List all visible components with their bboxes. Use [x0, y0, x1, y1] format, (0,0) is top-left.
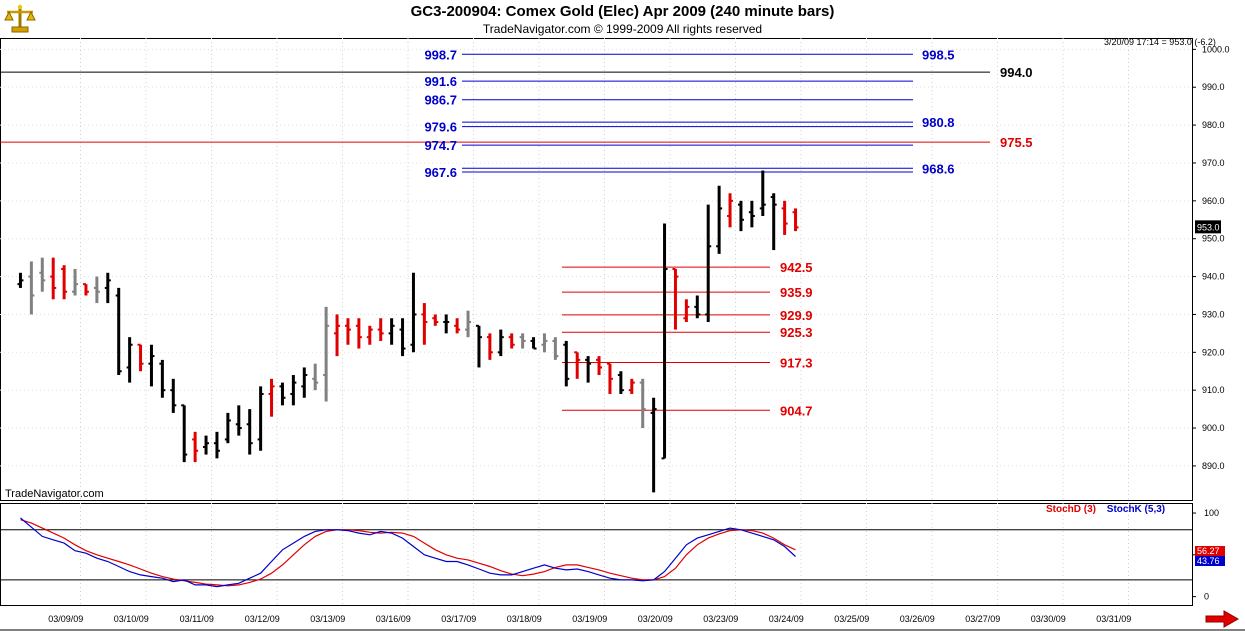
x-tick-label: 03/12/09 [245, 614, 280, 624]
x-tick-label: 03/10/09 [114, 614, 149, 624]
level-label: 975.5 [1000, 135, 1033, 150]
axes: 03/09/09 03/10/09 03/11/09 03/12/09 03/13/09… [48, 44, 1229, 624]
x-tick-label: 03/31/09 [1096, 614, 1131, 624]
red-arrow-right-icon[interactable] [1204, 609, 1240, 629]
x-tick-label: 03/17/09 [441, 614, 476, 624]
level-label: 994.0 [1000, 65, 1033, 80]
y-tick-label: 910.0 [1202, 385, 1225, 395]
x-tick-label: 03/13/09 [310, 614, 345, 624]
scales-logo-icon [4, 4, 36, 33]
level-label: 974.7 [424, 138, 457, 153]
x-tick-label: 03/11/09 [180, 614, 214, 624]
oscillator-legend: StochD (3) StochK (5,3) [1046, 504, 1165, 515]
osc-value-label: 56.27 [1197, 546, 1220, 556]
level-label: 998.5 [922, 47, 955, 62]
last-price-status: 3/20/09 17:14 = 953.0 (-6.2) [1104, 37, 1216, 47]
level-label: 991.6 [424, 74, 457, 89]
y-tick-label: 920.0 [1202, 347, 1225, 357]
x-tick-label: 03/09/09 [48, 614, 83, 624]
last-price-label: 953.0 [1197, 222, 1220, 232]
level-label: 904.7 [780, 403, 813, 418]
level-label: 929.9 [780, 308, 813, 323]
y-tick-label: 960.0 [1202, 196, 1225, 206]
level-label: 935.9 [780, 285, 813, 300]
level-label: 917.3 [780, 356, 813, 371]
level-label: 925.3 [780, 325, 813, 340]
level-label: 968.6 [922, 161, 955, 176]
x-tick-label: 03/25/09 [834, 614, 869, 624]
x-tick-label: 03/30/09 [1031, 614, 1066, 624]
legend-stochk: StochK (5,3) [1106, 504, 1166, 515]
level-label: 986.7 [424, 93, 457, 108]
y-tick-label: 980.0 [1202, 120, 1225, 130]
legend-stochd: StochD (3) [1046, 504, 1096, 515]
y-tick-label: 890.0 [1202, 461, 1225, 471]
osc-value-box [1195, 556, 1225, 566]
y-tick-label: 940.0 [1202, 272, 1225, 282]
level-label: 998.7 [424, 47, 457, 62]
level-label: 980.8 [922, 115, 955, 130]
osc-y-tick-label: 100 [1204, 508, 1219, 518]
chart-copyright: TradeNavigator.com © 1999-2009 All right… [482, 22, 763, 36]
level-label: 967.6 [424, 165, 457, 180]
x-tick-label: 03/18/09 [507, 614, 542, 624]
y-tick-label: 950.0 [1202, 234, 1225, 244]
watermark: TradeNavigator.com [5, 488, 104, 500]
price-frame [0, 38, 1193, 501]
y-tick-label: 970.0 [1202, 158, 1225, 168]
level-label: 942.5 [780, 260, 813, 275]
y-tick-label: 1000.0 [1202, 44, 1230, 54]
price-bars [17, 170, 799, 493]
osc-value-box [1195, 546, 1225, 556]
level-lines: 998.7 998.5 994.0 991.6 986.7 980.8 979.6 975.5… [0, 47, 1033, 418]
y-tick-label: 900.0 [1202, 423, 1225, 433]
stochastic-panel [0, 517, 1192, 588]
level-label: 979.6 [424, 120, 457, 135]
x-tick-label: 03/20/09 [638, 614, 673, 624]
x-tick-label: 03/19/09 [572, 614, 607, 624]
x-tick-label: 03/24/09 [769, 614, 804, 624]
x-tick-label: 03/23/09 [703, 614, 738, 624]
x-tick-label: 03/16/09 [376, 614, 411, 624]
osc-value-label: 43.76 [1197, 556, 1220, 566]
x-tick-label: 03/26/09 [900, 614, 935, 624]
y-tick-label: 930.0 [1202, 309, 1225, 319]
osc-y-tick-label: 0 [1204, 592, 1209, 602]
chart-title: GC3-200904: Comex Gold (Elec) Apr 2009 (… [410, 3, 835, 20]
osc-series-line [20, 517, 796, 588]
oscillator-frame [0, 503, 1193, 606]
last-price-box [1195, 220, 1221, 234]
y-tick-label: 990.0 [1202, 82, 1225, 92]
grid [0, 38, 1245, 631]
osc-series-line [20, 519, 796, 587]
x-tick-label: 03/27/09 [965, 614, 1000, 624]
